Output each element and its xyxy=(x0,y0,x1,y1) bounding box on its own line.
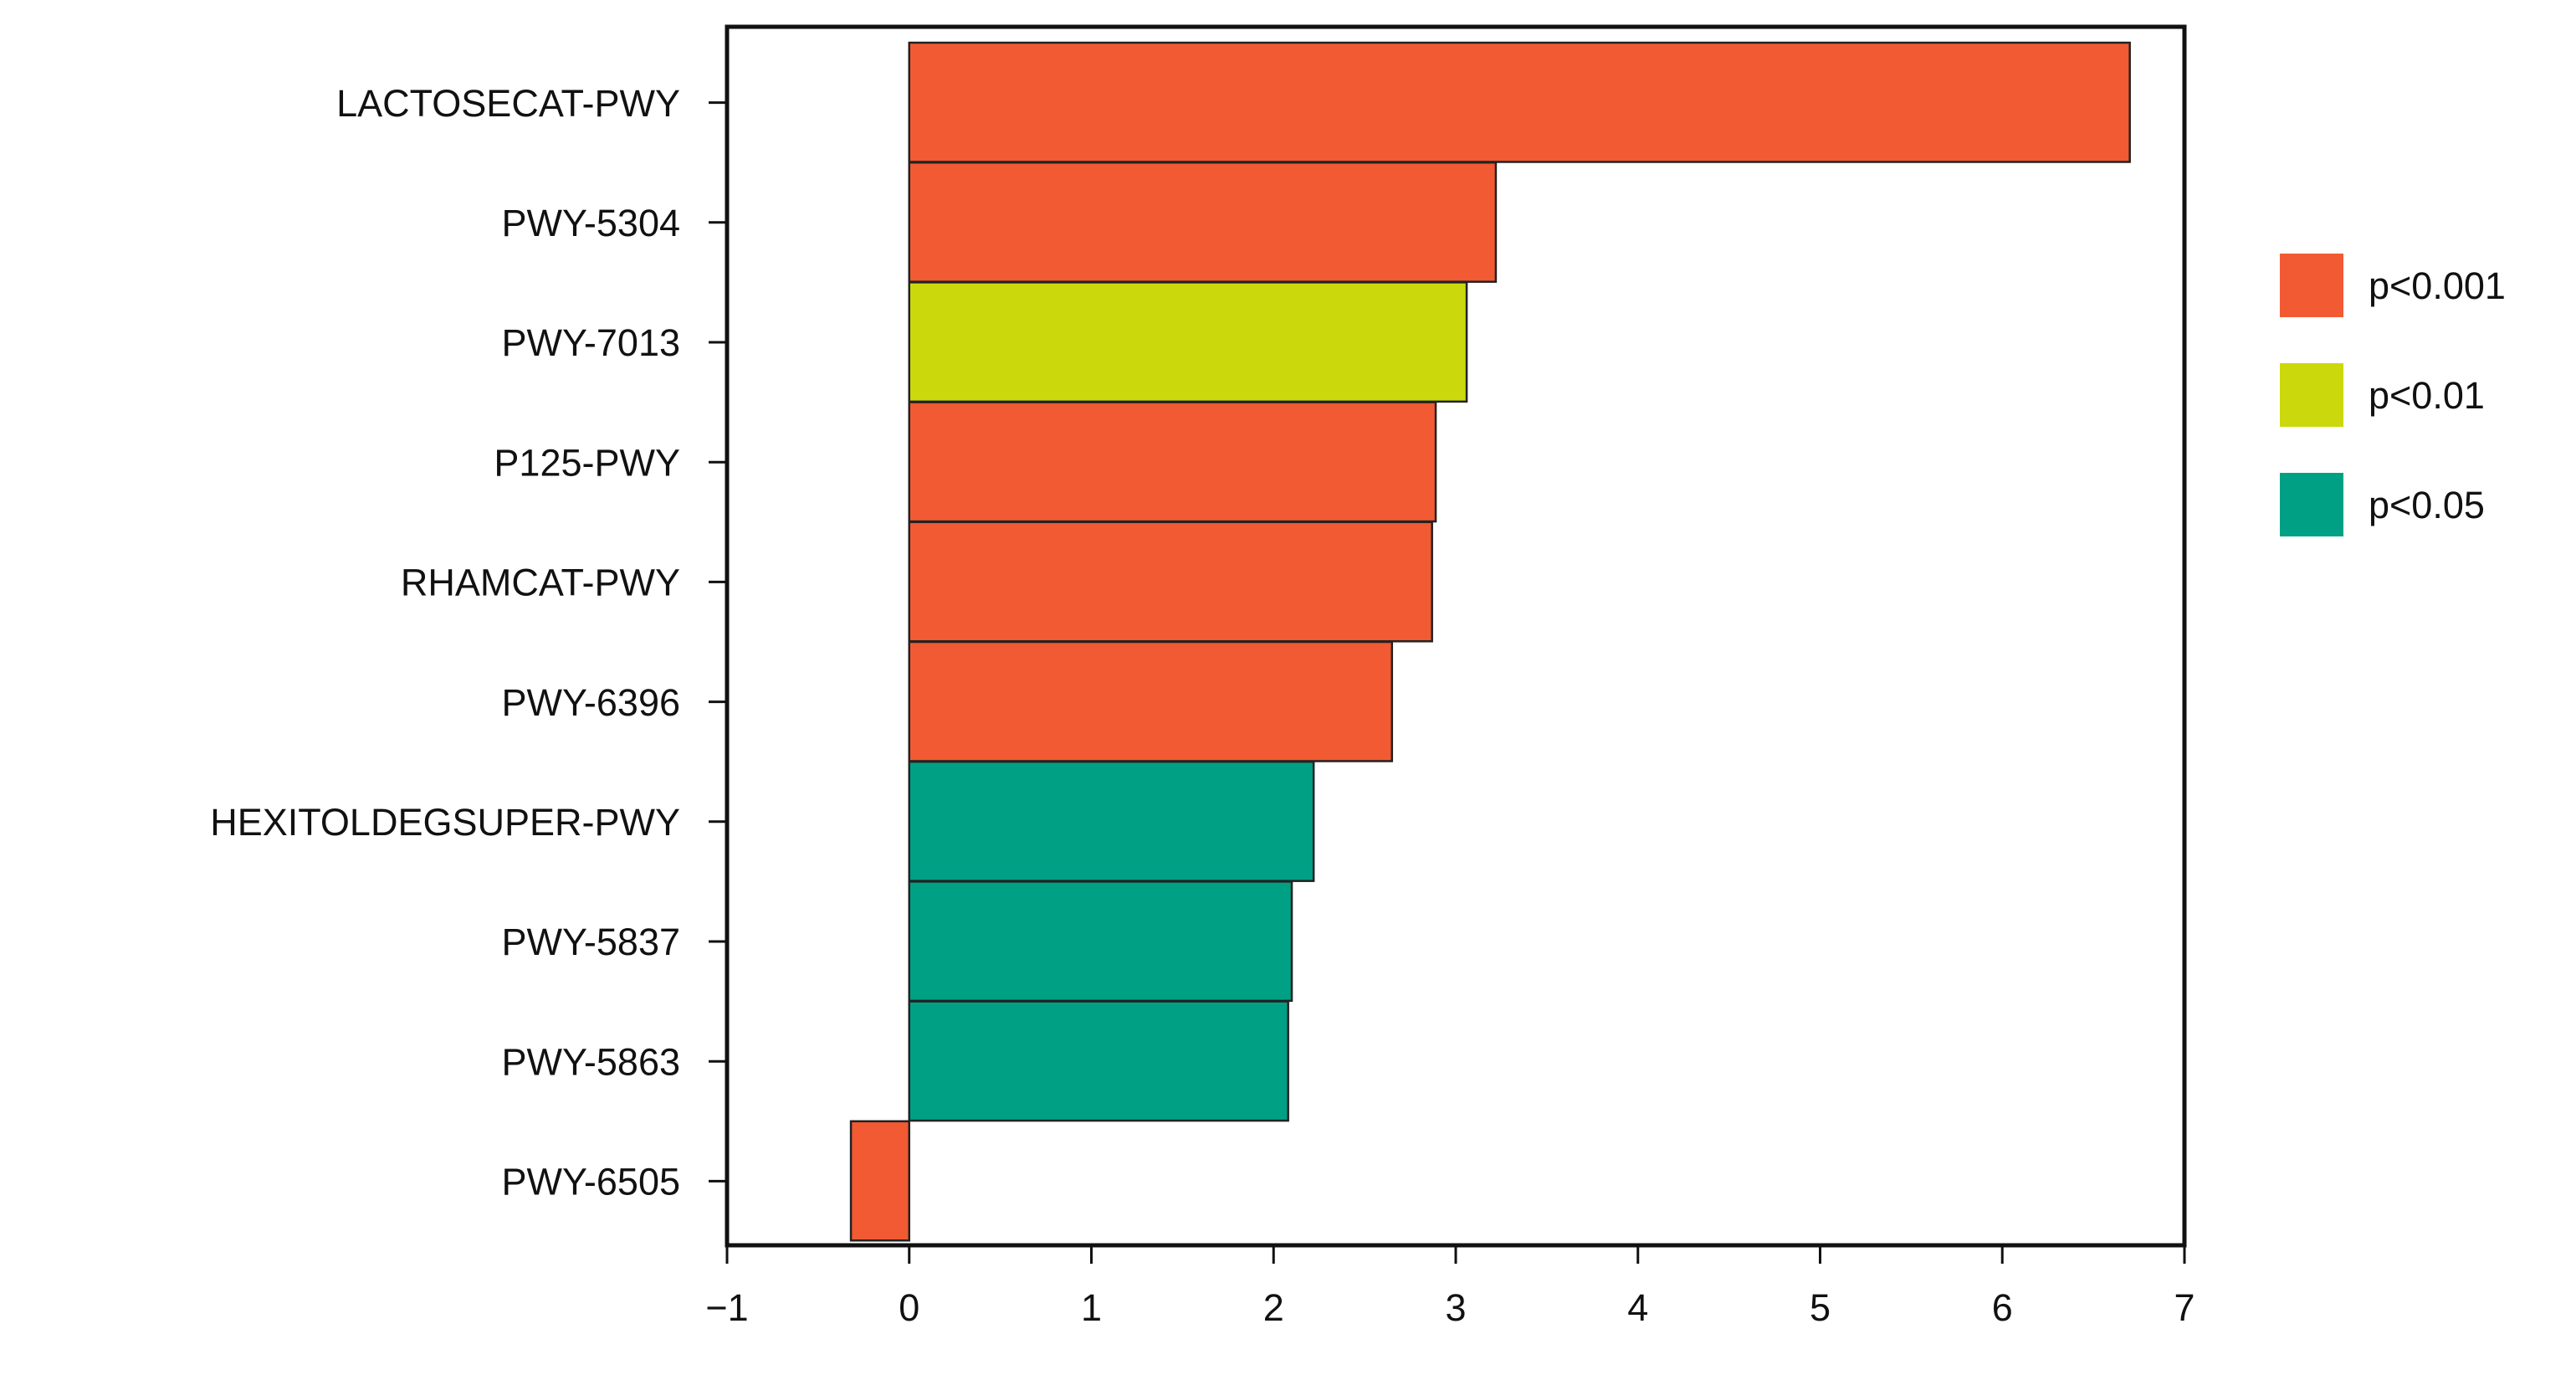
x-axis: −1 0 1 2 3 4 5 6 7 xyxy=(705,1245,2195,1329)
legend: p<0.001 p<0.01 p<0.05 xyxy=(2280,254,2506,536)
y-tick-label: PWY-6396 xyxy=(502,681,680,724)
legend-swatch xyxy=(2280,254,2343,317)
legend-label: p<0.001 xyxy=(2369,264,2506,307)
x-tick-label: −1 xyxy=(705,1286,748,1329)
y-tick-label: PWY-5863 xyxy=(502,1040,680,1083)
bar-hexitoldegsuper-pwy xyxy=(908,760,1315,882)
y-tick-label: PWY-7013 xyxy=(502,321,680,364)
bar-rhamcat-pwy xyxy=(908,521,1433,643)
legend-label: p<0.01 xyxy=(2369,374,2485,417)
x-tick-label: 1 xyxy=(1081,1286,1102,1329)
bar-lactosecat-pwy xyxy=(908,41,2131,163)
y-tick-label: PWY-5304 xyxy=(502,202,680,244)
y-tick-label: P125-PWY xyxy=(494,441,680,484)
x-tick-label: 0 xyxy=(899,1286,919,1329)
bars-layer xyxy=(849,41,2131,1242)
x-tick-label: 6 xyxy=(1992,1286,2013,1329)
legend-swatch xyxy=(2280,473,2343,536)
bar-pwy-5304 xyxy=(908,161,1498,283)
y-tick-label: LACTOSECAT-PWY xyxy=(336,82,680,125)
x-tick-label: 5 xyxy=(1810,1286,1831,1329)
legend-label: p<0.05 xyxy=(2369,484,2485,526)
x-tick-label: 3 xyxy=(1445,1286,1466,1329)
y-tick-label: PWY-5837 xyxy=(502,921,680,963)
x-tick-label: 7 xyxy=(2174,1286,2194,1329)
y-tick-label: RHAMCAT-PWY xyxy=(401,562,680,604)
bar-p125-pwy xyxy=(908,401,1437,523)
bar-pwy-5837 xyxy=(908,880,1293,1003)
bar-pwy-7013 xyxy=(908,281,1468,403)
bar-pwy-6505 xyxy=(849,1120,911,1242)
bar-pwy-5863 xyxy=(908,1000,1289,1122)
x-tick-label: 4 xyxy=(1627,1286,1648,1329)
legend-swatch xyxy=(2280,363,2343,427)
bar-pwy-6396 xyxy=(908,640,1394,762)
y-tick-label: HEXITOLDEGSUPER-PWY xyxy=(210,801,680,844)
x-tick-label: 2 xyxy=(1263,1286,1284,1329)
y-axis: LACTOSECAT-PWY PWY-5304 PWY-7013 P125-PWY RH… xyxy=(210,82,727,1203)
y-tick-label: PWY-6505 xyxy=(502,1161,680,1203)
